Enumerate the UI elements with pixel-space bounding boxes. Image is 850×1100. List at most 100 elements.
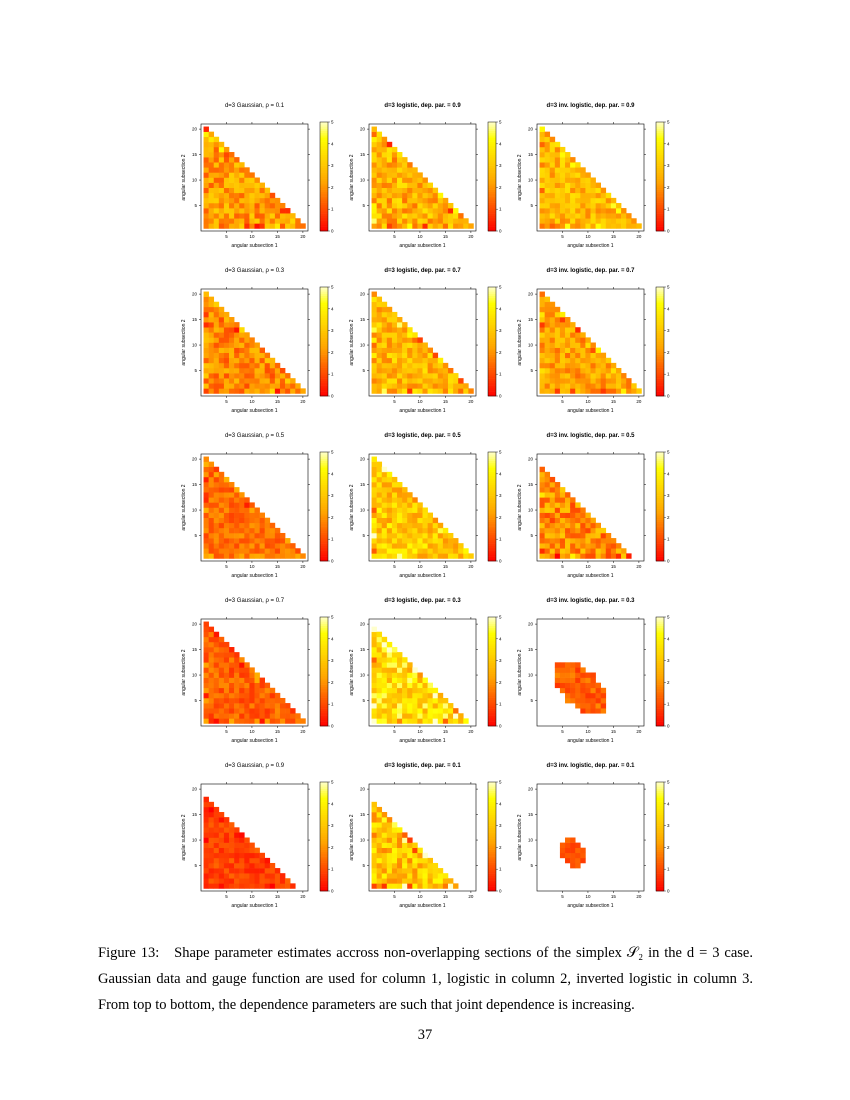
- heatmap-cell: [285, 218, 291, 224]
- colorbar-segment: [488, 387, 496, 390]
- colorbar-segment: [488, 530, 496, 533]
- y-tick-label: 10: [192, 343, 198, 348]
- y-tick-label: 10: [528, 178, 534, 183]
- y-tick-label: 5: [194, 863, 197, 868]
- heatmap-cell: [544, 497, 551, 503]
- heatmap-cell: [249, 703, 255, 709]
- colorbar-frame: [655, 121, 665, 232]
- heatmap-cell: [549, 337, 556, 343]
- colorbar-segment: [488, 834, 496, 837]
- colorbar-segment: [488, 634, 496, 637]
- heatmap-cell: [585, 687, 591, 694]
- heatmap-cell: [274, 703, 281, 709]
- heatmap-cell: [600, 192, 607, 199]
- colorbar-segment: [488, 178, 496, 182]
- colorbar-tick-label: 3: [667, 163, 670, 168]
- heatmap-cell: [381, 301, 388, 308]
- heatmap-cell: [407, 497, 413, 503]
- heatmap-cell: [615, 208, 622, 214]
- colorbar-segment: [656, 172, 664, 175]
- colorbar-segment: [320, 825, 328, 829]
- heatmap-cell: [412, 852, 418, 859]
- plot-frame: [368, 288, 477, 397]
- heatmap-cell: [239, 667, 245, 673]
- heatmap-cell: [427, 208, 433, 214]
- heatmap-cell: [223, 146, 230, 153]
- colorbar-segment: [656, 132, 664, 136]
- heatmap-cell: [458, 223, 464, 229]
- heatmap-cell: [386, 677, 393, 683]
- heatmap-cell: [376, 812, 383, 818]
- colorbar-tick-label: 5: [331, 285, 334, 290]
- heatmap-cell: [244, 357, 250, 364]
- heatmap-cell: [391, 543, 398, 549]
- heatmap-cell: [575, 548, 581, 554]
- heatmap-cell: [447, 367, 454, 374]
- heatmap-cell: [605, 388, 612, 394]
- heatmap-cell: [376, 522, 383, 529]
- heatmap-cell: [203, 352, 209, 359]
- heatmap-cell: [279, 708, 286, 714]
- x-tick-label: 10: [417, 894, 423, 899]
- heatmap-cell: [570, 187, 576, 194]
- heatmap-cell: [264, 878, 271, 884]
- heatmap-cell: [218, 862, 225, 869]
- heatmap-cell: [218, 636, 225, 643]
- heatmap-cell: [269, 213, 276, 219]
- heatmap-cell: [585, 342, 591, 348]
- heatmap-cell: [376, 357, 383, 364]
- heatmap-cell: [570, 172, 576, 178]
- colorbar-segment: [656, 537, 664, 540]
- heatmap-cell: [386, 847, 393, 854]
- heatmap-cell: [554, 197, 561, 204]
- y-tick-label: 20: [360, 457, 366, 462]
- heatmap-cell: [386, 192, 393, 199]
- heatmap-cell: [229, 677, 235, 683]
- colorbar-frame: [487, 781, 497, 892]
- heatmap-cell: [264, 538, 271, 544]
- heatmap-cell: [371, 538, 377, 544]
- heatmap-cell: [590, 373, 596, 379]
- heatmap-cell: [208, 847, 215, 854]
- heatmap-cell: [371, 296, 377, 303]
- y-tick-label: 20: [360, 787, 366, 792]
- heatmap-cell: [249, 223, 255, 229]
- heatmap-cell: [412, 512, 418, 518]
- heatmap-cell: [234, 553, 240, 559]
- heatmap-cell: [218, 847, 225, 854]
- heatmap-cell: [208, 461, 215, 468]
- colorbar-segment: [656, 873, 664, 877]
- heatmap-cell: [264, 213, 271, 219]
- heatmap-cell: [376, 672, 383, 678]
- heatmap-cell: [575, 223, 581, 229]
- heatmap-cell: [621, 223, 627, 229]
- heatmap-cell: [376, 652, 383, 658]
- heatmap-cell: [570, 502, 576, 508]
- heatmap-cell: [239, 187, 245, 194]
- heatmap-cell: [249, 713, 255, 719]
- heatmap-cell: [254, 883, 260, 889]
- heatmap-cell: [397, 383, 403, 389]
- heatmap-cell: [381, 713, 388, 719]
- colorbar-tick-label: 0: [331, 724, 334, 729]
- heatmap-cell: [208, 197, 215, 204]
- colorbar-segment: [320, 297, 328, 301]
- heatmap-cell: [229, 827, 235, 833]
- heatmap-cell: [549, 522, 556, 529]
- heatmap-cell: [203, 223, 209, 229]
- heatmap-cell: [259, 218, 265, 224]
- heatmap-cell: [218, 697, 225, 704]
- heatmap-cell: [203, 677, 209, 683]
- colorbar-segment: [488, 339, 496, 342]
- heatmap-cell: [590, 182, 596, 188]
- x-tick-label: 5: [225, 894, 228, 899]
- heatmap-cell: [554, 538, 561, 544]
- y-tick-label: 10: [528, 343, 534, 348]
- heatmap-cell: [397, 337, 403, 343]
- heatmap-cell: [208, 857, 215, 864]
- colorbar-segment: [488, 154, 496, 158]
- heatmap-cell: [269, 687, 276, 694]
- heatmap-cell: [386, 883, 393, 889]
- colorbar-tick-label: 4: [667, 306, 670, 311]
- colorbar-segment: [488, 630, 496, 633]
